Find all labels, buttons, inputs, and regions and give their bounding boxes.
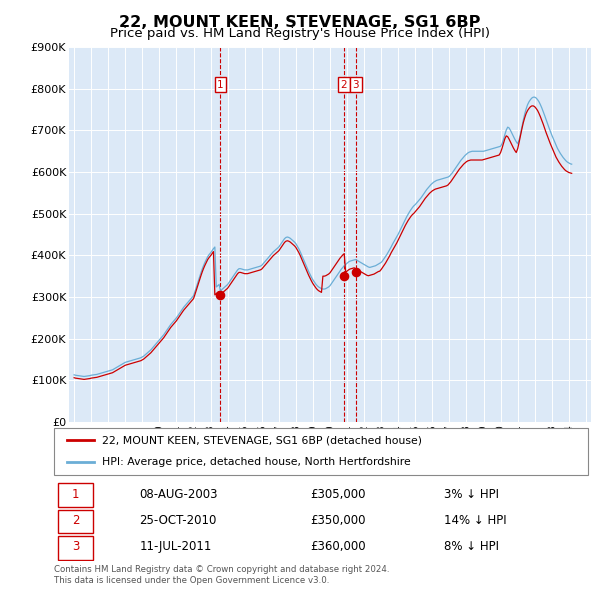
Text: 2: 2 (72, 514, 80, 527)
Text: 2: 2 (340, 80, 347, 90)
Text: 3: 3 (353, 80, 359, 90)
Text: 1: 1 (217, 80, 224, 90)
FancyBboxPatch shape (58, 510, 93, 533)
Text: 11-JUL-2011: 11-JUL-2011 (139, 540, 212, 553)
Text: 14% ↓ HPI: 14% ↓ HPI (444, 514, 506, 527)
Text: 3% ↓ HPI: 3% ↓ HPI (444, 488, 499, 501)
Text: 22, MOUNT KEEN, STEVENAGE, SG1 6BP: 22, MOUNT KEEN, STEVENAGE, SG1 6BP (119, 15, 481, 30)
Point (339, 271, 349, 281)
Text: HPI: Average price, detached house, North Hertfordshire: HPI: Average price, detached house, Nort… (102, 457, 411, 467)
Text: £360,000: £360,000 (310, 540, 366, 553)
FancyBboxPatch shape (58, 536, 93, 560)
Text: 22, MOUNT KEEN, STEVENAGE, SG1 6BP (detached house): 22, MOUNT KEEN, STEVENAGE, SG1 6BP (deta… (102, 435, 422, 445)
Text: Contains HM Land Registry data © Crown copyright and database right 2024.
This d: Contains HM Land Registry data © Crown c… (54, 565, 389, 585)
Text: £305,000: £305,000 (310, 488, 366, 501)
Text: 08-AUG-2003: 08-AUG-2003 (139, 488, 218, 501)
FancyBboxPatch shape (58, 483, 93, 507)
Text: 3: 3 (72, 540, 80, 553)
FancyBboxPatch shape (54, 428, 588, 475)
Text: £350,000: £350,000 (310, 514, 366, 527)
Point (215, 290, 225, 300)
Text: 8% ↓ HPI: 8% ↓ HPI (444, 540, 499, 553)
Text: 1: 1 (72, 488, 80, 501)
Text: Price paid vs. HM Land Registry's House Price Index (HPI): Price paid vs. HM Land Registry's House … (110, 27, 490, 40)
Point (351, 267, 361, 277)
Text: 25-OCT-2010: 25-OCT-2010 (139, 514, 217, 527)
